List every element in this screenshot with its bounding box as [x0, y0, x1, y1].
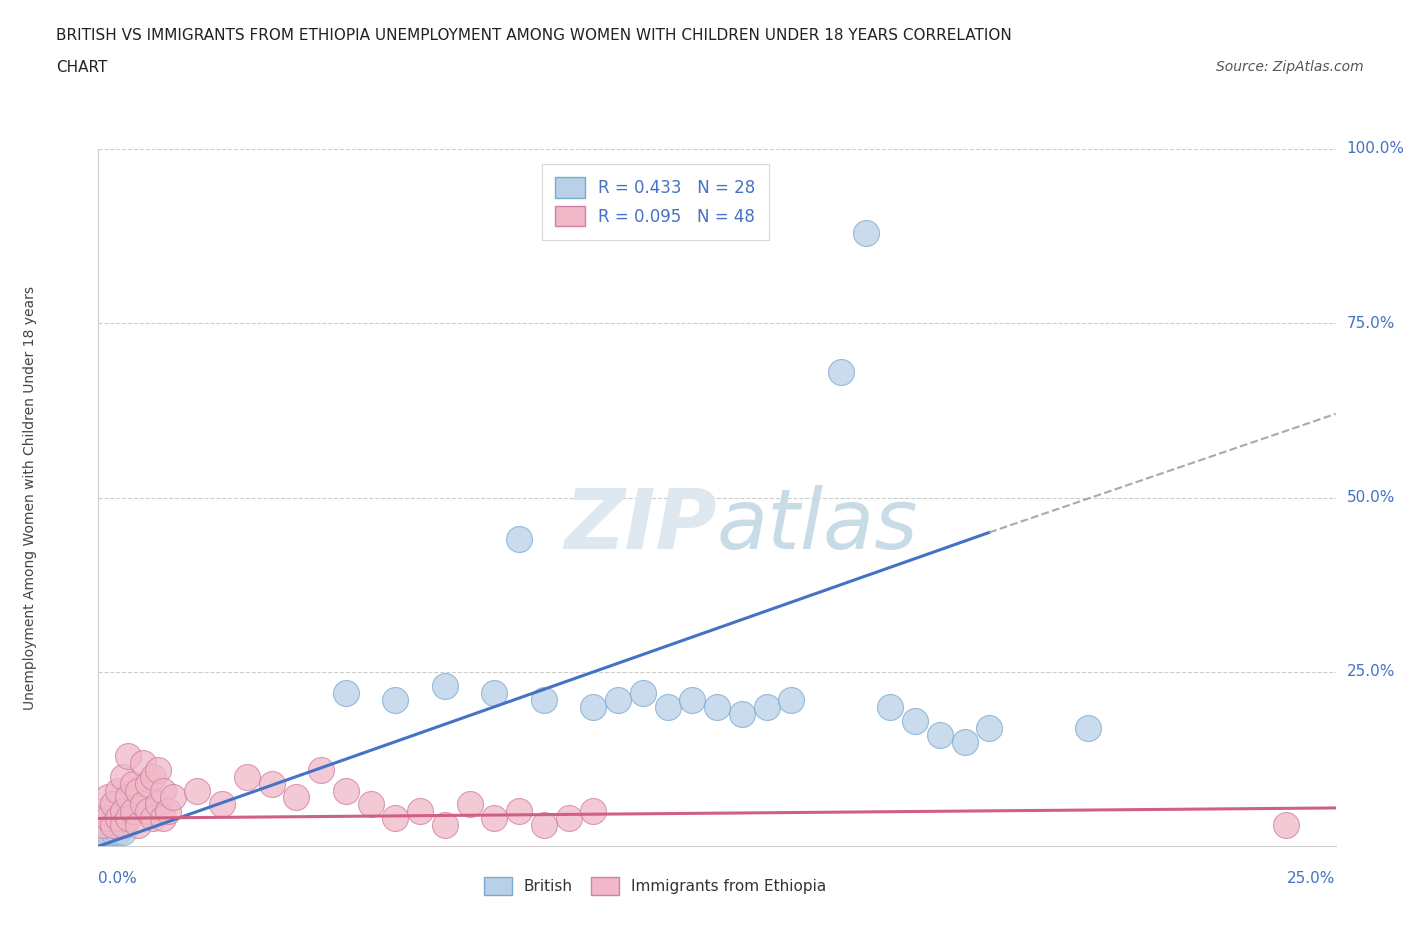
Point	[107, 811, 129, 826]
Point	[928, 727, 950, 742]
Point	[93, 804, 115, 819]
Point	[236, 769, 259, 784]
Point	[156, 804, 179, 819]
Point	[152, 811, 174, 826]
Point	[557, 811, 579, 826]
Point	[117, 811, 139, 826]
Text: BRITISH VS IMMIGRANTS FROM ETHIOPIA UNEMPLOYMENT AMONG WOMEN WITH CHILDREN UNDER: BRITISH VS IMMIGRANTS FROM ETHIOPIA UNEM…	[56, 28, 1012, 43]
Point	[93, 825, 115, 840]
Text: atlas: atlas	[717, 485, 918, 566]
Point	[706, 699, 728, 714]
Point	[117, 748, 139, 763]
Point	[755, 699, 778, 714]
Point	[458, 797, 481, 812]
Text: 50.0%: 50.0%	[1347, 490, 1395, 505]
Point	[484, 685, 506, 700]
Point	[146, 797, 169, 812]
Point	[103, 825, 125, 840]
Point	[657, 699, 679, 714]
Point	[953, 735, 976, 750]
Legend: British, Immigrants from Ethiopia: British, Immigrants from Ethiopia	[478, 870, 832, 901]
Text: 75.0%: 75.0%	[1347, 315, 1395, 331]
Point	[186, 783, 208, 798]
Point	[112, 769, 135, 784]
Point	[582, 804, 605, 819]
Point	[132, 755, 155, 770]
Point	[136, 776, 159, 790]
Point	[533, 692, 555, 708]
Text: ZIP: ZIP	[564, 485, 717, 566]
Text: 25.0%: 25.0%	[1288, 871, 1336, 886]
Point	[142, 769, 165, 784]
Point	[211, 797, 233, 812]
Point	[162, 790, 184, 805]
Point	[112, 818, 135, 833]
Point	[103, 818, 125, 833]
Point	[508, 804, 530, 819]
Point	[830, 365, 852, 379]
Point	[112, 804, 135, 819]
Point	[127, 783, 149, 798]
Point	[152, 783, 174, 798]
Point	[132, 797, 155, 812]
Point	[1077, 720, 1099, 735]
Point	[112, 825, 135, 840]
Point	[97, 825, 120, 840]
Point	[122, 804, 145, 819]
Point	[533, 818, 555, 833]
Point	[260, 776, 283, 790]
Point	[127, 818, 149, 833]
Point	[607, 692, 630, 708]
Point	[780, 692, 803, 708]
Point	[979, 720, 1001, 735]
Point	[97, 811, 120, 826]
Point	[433, 679, 456, 694]
Point	[309, 763, 332, 777]
Point	[582, 699, 605, 714]
Point	[107, 783, 129, 798]
Point	[484, 811, 506, 826]
Point	[122, 776, 145, 790]
Point	[285, 790, 308, 805]
Point	[384, 692, 406, 708]
Text: 25.0%: 25.0%	[1347, 664, 1395, 680]
Point	[142, 811, 165, 826]
Point	[855, 225, 877, 240]
Point	[904, 713, 927, 728]
Point	[335, 685, 357, 700]
Text: CHART: CHART	[56, 60, 108, 75]
Point	[360, 797, 382, 812]
Point	[93, 818, 115, 833]
Point	[146, 763, 169, 777]
Point	[631, 685, 654, 700]
Point	[107, 825, 129, 840]
Point	[433, 818, 456, 833]
Point	[384, 811, 406, 826]
Text: 0.0%: 0.0%	[98, 871, 138, 886]
Point	[1275, 818, 1298, 833]
Point	[117, 790, 139, 805]
Point	[731, 707, 754, 722]
Point	[508, 532, 530, 547]
Point	[97, 790, 120, 805]
Point	[681, 692, 703, 708]
Point	[879, 699, 901, 714]
Text: Unemployment Among Women with Children Under 18 years: Unemployment Among Women with Children U…	[24, 286, 38, 710]
Text: 100.0%: 100.0%	[1347, 141, 1405, 156]
Point	[136, 804, 159, 819]
Point	[103, 797, 125, 812]
Text: Source: ZipAtlas.com: Source: ZipAtlas.com	[1216, 60, 1364, 74]
Point	[335, 783, 357, 798]
Point	[409, 804, 432, 819]
